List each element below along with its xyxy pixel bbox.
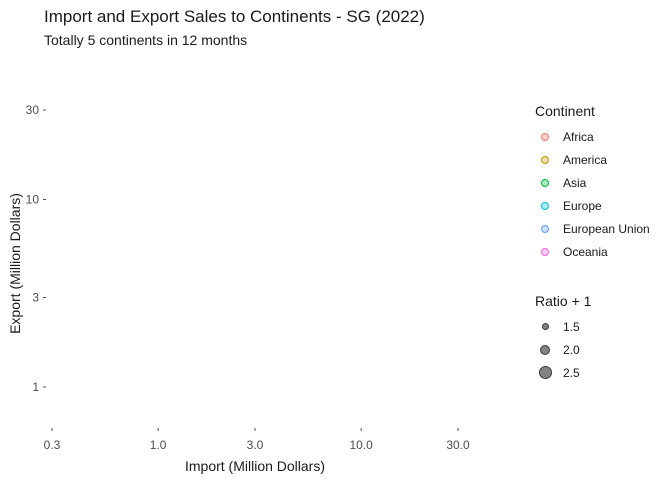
x-tick-label: 10.0 [349,438,373,452]
x-tick-label: 0.3 [44,438,61,452]
size-legend-title: Ratio + 1 [535,293,592,309]
legend-swatch [541,201,549,210]
legend-item: 2.5 [535,361,591,384]
chart-subtitle: Totally 5 continents in 12 months [44,32,248,48]
x-axis-title: Import (Million Dollars) [185,458,325,474]
legend-swatch [541,247,549,256]
legend-key [535,217,555,240]
x-axis: 0.3 1.0 3.0 10.0 30.0 [44,428,470,452]
legend-item: 1.5 [535,315,591,338]
x-tick-label: 30.0 [446,438,470,452]
legend-key [535,171,555,194]
legend-label: 2.0 [563,342,580,357]
legend-label: European Union [563,221,650,236]
legend-key [535,194,555,217]
legend-swatch [541,224,549,233]
continent-legend-title: Continent [535,103,595,119]
size-legend: Ratio + 1 1.5 2.0 2.5 [535,293,591,384]
y-tick-label: 3 [32,291,39,305]
y-tick-label: 30 [26,103,40,117]
x-tick-label: 3.0 [247,438,264,452]
y-tick-label: 1 [32,380,39,394]
legend-item: Oceania [535,240,650,263]
y-axis: 1 3 10 30 [26,103,46,394]
legend-label: Africa [563,129,594,144]
legend-key [535,148,555,171]
continent-legend: Continent Africa America Asia Europe Europea… [535,103,650,263]
legend-swatch [541,178,549,187]
legend-key [535,338,555,361]
legend-item: European Union [535,217,650,240]
legend-key [535,361,555,384]
legend-size-swatch [538,366,552,379]
legend-item: America [535,148,650,171]
legend-label: Europe [563,198,602,213]
x-tick-label: 1.0 [150,438,167,452]
legend-item: Africa [535,125,650,148]
legend-label: America [563,152,608,167]
legend-item: Europe [535,194,650,217]
chart-title: Import and Export Sales to Continents - … [44,7,425,26]
legend-label: Asia [563,175,587,190]
y-tick-label: 10 [26,192,40,206]
legend-swatch [541,155,549,164]
legend-key [535,125,555,148]
legend-label: 2.5 [563,365,580,380]
y-axis-title: Export (Million Dollars) [7,193,23,334]
legend-key [535,240,555,263]
legend-key [535,315,555,338]
legend-item: 2.0 [535,338,591,361]
legend-size-swatch [541,323,549,330]
legend-size-swatch [540,344,550,355]
legend-swatch [541,132,549,141]
legend-item: Asia [535,171,650,194]
legend-label: Oceania [563,244,608,259]
legend-label: 1.5 [563,319,580,334]
